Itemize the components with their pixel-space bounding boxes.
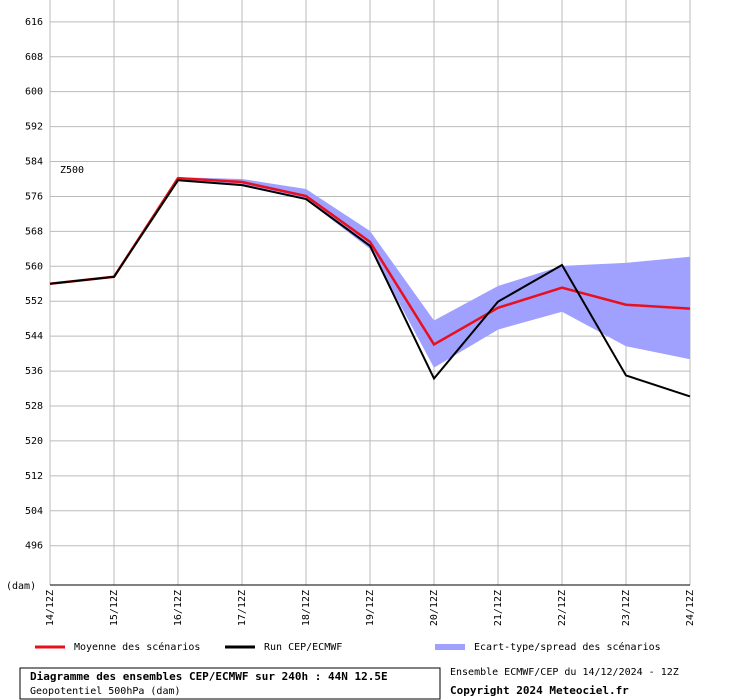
footer-box xyxy=(19,667,441,700)
y-tick-label: 584 xyxy=(25,157,43,168)
footer-run: Ensemble ECMWF/CEP du 14/12/2024 - 12Z xyxy=(450,667,679,678)
x-tick-label: 15/12Z xyxy=(109,590,120,626)
x-tick-label: 23/12Z xyxy=(621,590,632,626)
x-tick-label: 21/12Z xyxy=(493,590,504,626)
y-tick-label: 520 xyxy=(25,436,43,447)
y-tick-label: 536 xyxy=(25,366,43,377)
footer-subtitle: Geopotentiel 500hPa (dam) xyxy=(30,686,181,697)
y-tick-label: 560 xyxy=(25,261,43,272)
y-tick-label: 528 xyxy=(25,401,43,412)
y-tick-label: 512 xyxy=(25,471,43,482)
legend-label: Moyenne des scénarios xyxy=(74,641,200,653)
y-tick-label: 600 xyxy=(25,87,43,98)
y-tick-label: 496 xyxy=(25,541,43,552)
y-tick-label: 592 xyxy=(25,122,43,133)
spread-band xyxy=(178,177,690,368)
legend-label: Run CEP/ECMWF xyxy=(264,642,342,653)
x-tick-label: 14/12Z xyxy=(45,590,56,626)
y-tick-label: 552 xyxy=(25,296,43,307)
y-tick-label: 576 xyxy=(25,191,43,202)
x-tick-label: 17/12Z xyxy=(237,590,248,626)
y-tick-label: 616 xyxy=(25,17,43,28)
y-tick-label: 608 xyxy=(25,52,43,63)
legend-label: Ecart-type/spread des scénarios xyxy=(474,641,661,653)
footer-copyright: Copyright 2024 Meteociel.fr xyxy=(450,684,629,697)
x-tick-label: 24/12Z xyxy=(685,590,696,626)
footer-title: Diagramme des ensembles CEP/ECMWF sur 24… xyxy=(30,670,388,683)
annotation: Z500 xyxy=(60,165,84,176)
y-tick-label: 544 xyxy=(25,331,43,342)
x-tick-label: 20/12Z xyxy=(429,590,440,626)
x-tick-label: 18/12Z xyxy=(301,590,312,626)
y-tick-label: 504 xyxy=(25,506,43,517)
y-axis-label: (dam) xyxy=(6,581,36,592)
x-tick-label: 16/12Z xyxy=(173,590,184,626)
series-line xyxy=(49,179,691,398)
x-tick-label: 19/12Z xyxy=(365,590,376,626)
x-tick-label: 22/12Z xyxy=(557,590,568,626)
y-tick-label: 568 xyxy=(25,226,43,237)
